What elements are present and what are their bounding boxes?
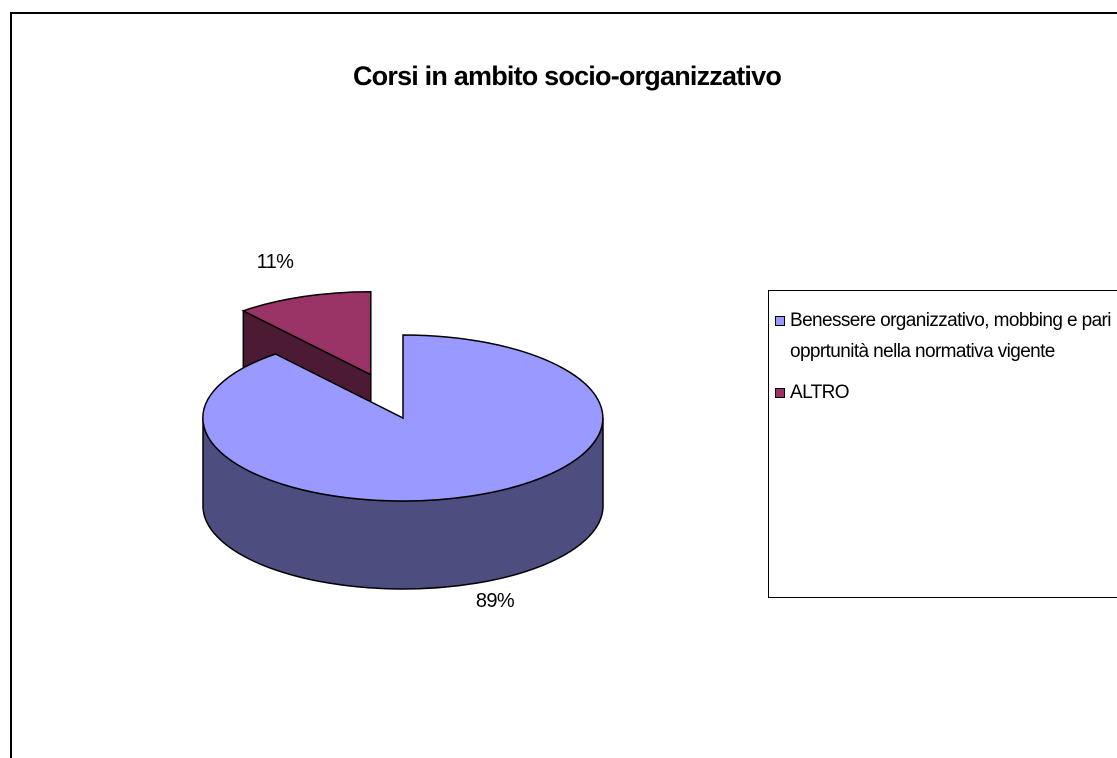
legend-item: ALTRO	[775, 377, 1117, 408]
legend-item: Benessere organizzativo, mobbing e pari …	[775, 305, 1117, 367]
legend-label: ALTRO	[790, 382, 850, 403]
chart-title: Corsi in ambito socio-organizzativo	[353, 61, 781, 91]
slice-top	[241, 290, 372, 376]
legend-swatch	[775, 388, 785, 398]
slice-top	[202, 334, 604, 502]
legend-label: Benessere organizzativo, mobbing e pari …	[790, 310, 1112, 362]
chart-frame	[10, 12, 1117, 758]
data-label: 89%	[476, 590, 515, 612]
data-label: 11%	[257, 251, 295, 273]
legend: Benessere organizzativo, mobbing e pari …	[768, 290, 1117, 598]
legend-swatch	[775, 316, 785, 326]
